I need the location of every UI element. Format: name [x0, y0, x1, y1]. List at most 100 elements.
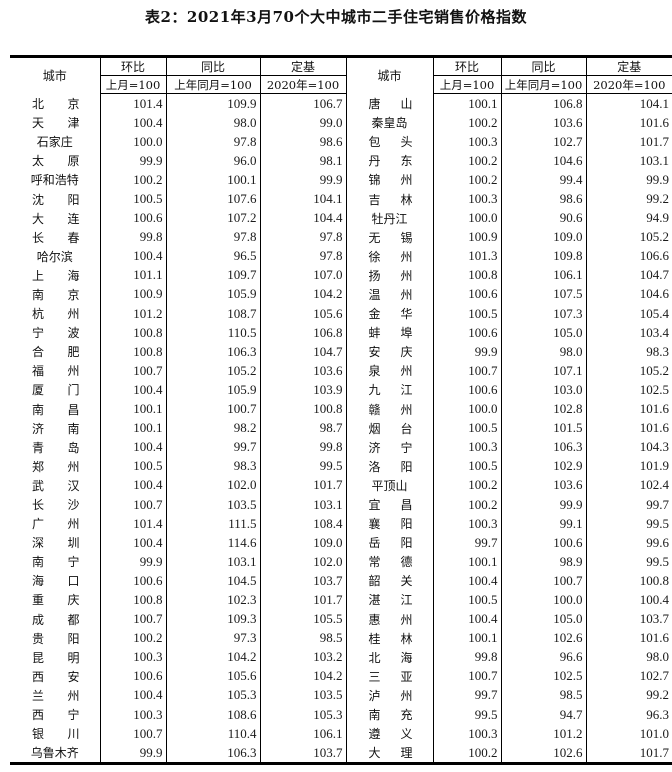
base-value: 101.6	[585, 418, 672, 438]
city-name: 杭州	[32, 307, 80, 322]
mom-value: 100.3	[432, 724, 501, 744]
table-row: 深圳 100.4 114.6 109.0 岳阳 99.7 100.6 99.6	[10, 533, 672, 553]
mom-value: 100.5	[432, 304, 501, 324]
yoy-value: 105.9	[165, 380, 260, 400]
city-cell: 锦州	[345, 170, 433, 190]
base-value: 101.6	[585, 113, 672, 133]
mom-value: 101.1	[99, 265, 166, 285]
city-name: 丹东	[368, 154, 413, 169]
yoy-value: 105.0	[500, 323, 586, 343]
base-value: 101.9	[585, 456, 672, 476]
yoy-value: 102.3	[165, 590, 260, 610]
yoy-value: 97.8	[165, 132, 260, 152]
city-cell: 蚌埠	[345, 323, 433, 343]
table-row: 长春 99.8 97.8 97.8 无锡 100.9 109.0 105.2	[10, 227, 672, 247]
yoy-value: 97.8	[165, 227, 260, 247]
base-value: 99.2	[585, 189, 672, 209]
yoy-value: 105.2	[165, 361, 260, 381]
city-cell: 丹东	[345, 151, 433, 171]
mom-value: 100.8	[432, 265, 501, 285]
city-name: 南昌	[32, 402, 80, 417]
city-cell: 武汉	[10, 476, 100, 495]
yoy-value: 106.1	[500, 265, 586, 285]
city-cell: 乌鲁木齐	[10, 743, 100, 766]
base-value: 97.8	[259, 246, 346, 266]
base-value: 104.1	[585, 93, 672, 114]
city-name: 南京	[32, 287, 80, 302]
mom-value: 100.4	[99, 437, 166, 457]
city-header: 城市	[10, 55, 100, 94]
table-row: 重庆 100.8 102.3 101.7 湛江 100.5 100.0 100.4	[10, 590, 672, 610]
table-title: 表2：2021年3月70个大中城市二手住宅销售价格指数	[145, 8, 527, 26]
base-value: 106.7	[259, 93, 346, 114]
city-name: 贵阳	[32, 631, 80, 646]
yoy-value: 102.6	[500, 743, 586, 766]
mom-value: 101.2	[99, 304, 166, 324]
city-cell: 襄阳	[345, 514, 433, 534]
table-row: 太原 99.9 96.0 98.1 丹东 100.2 104.6 103.1	[10, 151, 672, 171]
mom-value: 100.7	[432, 361, 501, 381]
table-row: 沈阳 100.5 107.6 104.1 吉林 100.3 98.6 99.2	[10, 189, 672, 209]
mom-value: 100.5	[99, 456, 166, 476]
mom-value: 100.1	[432, 552, 501, 572]
mom-value: 100.3	[432, 514, 501, 534]
mom-value: 100.4	[99, 113, 166, 133]
city-name: 乌鲁木齐	[30, 746, 79, 761]
yoy-value: 109.0	[500, 227, 586, 247]
base-value: 106.6	[585, 246, 672, 266]
table-row: 银川 100.7 110.4 106.1 遵义 100.3 101.2 101.0	[10, 724, 672, 744]
table-row: 乌鲁木齐 99.9 106.3 103.7 大理 100.2 102.6 101.7	[10, 743, 672, 766]
city-name: 西宁	[32, 708, 80, 723]
yoy-value: 106.3	[165, 342, 260, 362]
city-name: 赣州	[368, 402, 413, 417]
city-name: 沈阳	[32, 192, 80, 207]
yoy-value: 98.6	[500, 189, 586, 209]
yoy-value: 109.3	[165, 609, 260, 629]
yoy-value: 90.6	[500, 208, 586, 228]
table-row: 成都 100.7 109.3 105.5 惠州 100.4 105.0 103.7	[10, 609, 672, 629]
base-value: 98.3	[585, 342, 672, 362]
yoy-value: 105.3	[165, 685, 260, 705]
base-value: 103.9	[259, 380, 346, 400]
city-cell: 西安	[10, 667, 100, 686]
city-cell: 济南	[10, 419, 100, 438]
city-name: 扬州	[368, 268, 413, 283]
yoy-value: 100.7	[500, 571, 586, 591]
table-body: 北京 101.4 109.9 106.7 唐山 100.1 106.8 104.1 天津 100.…	[10, 93, 672, 766]
city-name: 上海	[32, 268, 80, 283]
base-value: 98.7	[259, 418, 346, 438]
mom-value: 99.9	[99, 151, 166, 171]
city-cell: 安庆	[345, 342, 433, 362]
mom-value: 101.4	[99, 514, 166, 534]
yoy-value: 98.0	[165, 113, 260, 133]
city-name: 大连	[32, 211, 80, 226]
city-name: 北海	[368, 650, 413, 665]
base-subheader-2: 2020年=100	[585, 75, 672, 94]
table-row: 广州 101.4 111.5 108.4 襄阳 100.3 99.1 99.5	[10, 514, 672, 534]
base-value: 102.7	[585, 666, 672, 686]
city-cell: 包头	[345, 132, 433, 152]
mom-value: 100.7	[99, 724, 166, 744]
city-cell: 呼和浩特	[10, 170, 100, 189]
yoy-value: 96.0	[165, 151, 260, 171]
city-cell: 金华	[345, 304, 433, 324]
city-name: 深圳	[32, 536, 80, 551]
city-cell: 海口	[10, 571, 100, 590]
yoy-value: 107.3	[500, 304, 586, 324]
yoy-value: 99.1	[500, 514, 586, 534]
city-name: 桂林	[368, 631, 413, 646]
city-name: 广州	[32, 517, 80, 532]
mom-value: 100.4	[99, 533, 166, 553]
city-cell: 厦门	[10, 380, 100, 399]
city-cell: 青岛	[10, 438, 100, 457]
mom-value: 100.3	[99, 705, 166, 725]
base-subheader: 2020年=100	[259, 75, 346, 94]
base-value: 103.4	[585, 323, 672, 343]
city-cell: 扬州	[345, 265, 433, 285]
city-cell: 成都	[10, 610, 100, 629]
city-name: 济南	[32, 421, 80, 436]
yoy-value: 104.2	[165, 647, 260, 667]
base-value: 98.6	[259, 132, 346, 152]
base-value: 105.4	[585, 304, 672, 324]
city-cell: 唐山	[345, 93, 433, 114]
